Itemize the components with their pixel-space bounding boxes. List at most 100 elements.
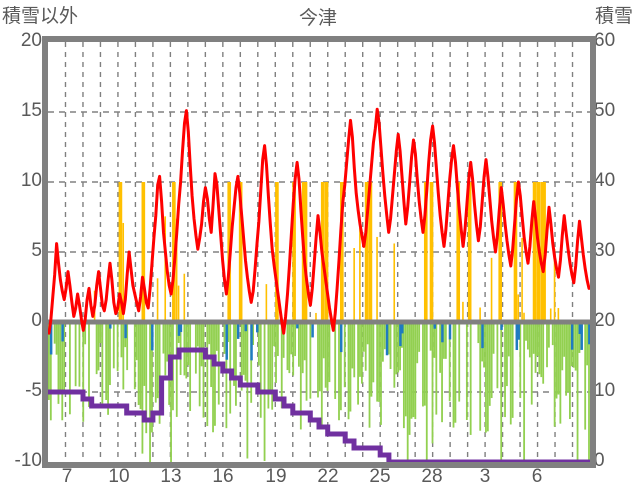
blue-bar xyxy=(448,322,452,340)
green-bar xyxy=(74,322,77,387)
green-bar xyxy=(370,322,373,397)
green-bar xyxy=(387,322,390,355)
green-bar xyxy=(389,322,392,370)
page-title: 今津 xyxy=(298,8,337,29)
green-bar xyxy=(439,322,442,373)
green-bar xyxy=(574,322,577,371)
green-bar xyxy=(378,322,380,402)
blue-bar xyxy=(250,322,253,361)
x-tick-3: 16 xyxy=(212,466,234,487)
orange-bar xyxy=(513,182,518,322)
green-bar xyxy=(196,322,199,347)
green-bar xyxy=(162,322,165,354)
green-bar xyxy=(527,322,529,350)
green-bar xyxy=(404,322,407,417)
blue-bar xyxy=(588,322,590,345)
green-bar xyxy=(202,322,205,418)
green-bar xyxy=(57,322,60,404)
green-bar xyxy=(198,322,201,407)
green-bar xyxy=(164,322,167,376)
green-bar xyxy=(286,322,289,371)
green-bar xyxy=(364,322,367,371)
green-bar xyxy=(433,322,436,358)
orange-bar xyxy=(265,284,268,322)
orange-bar xyxy=(292,182,296,322)
green-bar xyxy=(485,322,487,433)
orange-bar xyxy=(368,182,373,322)
green-bar xyxy=(576,322,579,462)
green-bar xyxy=(588,322,590,462)
green-bar xyxy=(567,322,569,393)
green-bar xyxy=(259,322,262,418)
orange-bar xyxy=(183,273,186,322)
green-bar xyxy=(555,322,558,399)
green-bar xyxy=(269,322,272,393)
green-bar xyxy=(126,322,129,371)
green-bar xyxy=(353,322,356,378)
green-bar xyxy=(412,322,415,418)
green-bar xyxy=(61,322,64,421)
orange-bar xyxy=(462,301,464,322)
green-bar xyxy=(151,322,153,433)
green-bar xyxy=(425,322,428,462)
blue-bar xyxy=(385,322,389,356)
blue-bar xyxy=(177,322,181,336)
green-bar xyxy=(88,322,90,407)
green-bar xyxy=(572,322,575,368)
green-bar xyxy=(244,322,247,381)
green-bar xyxy=(282,322,285,358)
green-bar xyxy=(414,322,417,420)
orange-bar xyxy=(324,182,329,322)
blue-bar xyxy=(151,322,154,351)
green-bar xyxy=(548,322,550,348)
blue-bar xyxy=(179,322,183,333)
x-tick-2: 13 xyxy=(160,466,182,487)
green-bar xyxy=(454,322,457,423)
green-bar xyxy=(55,322,58,355)
green-bar xyxy=(525,322,527,341)
right-axis-title: 積雪 xyxy=(594,6,633,27)
x-tick-4: 19 xyxy=(265,466,287,487)
green-bar xyxy=(416,322,419,364)
green-bar xyxy=(584,322,587,430)
y-tick-left-0: 20 xyxy=(20,30,42,51)
green-bar xyxy=(523,322,526,462)
green-bar xyxy=(328,322,331,383)
green-bar xyxy=(170,322,172,462)
green-bar xyxy=(360,322,363,384)
blue-bar xyxy=(500,322,503,330)
green-bar xyxy=(458,322,461,402)
orange-bar xyxy=(557,308,560,322)
green-bar xyxy=(490,322,493,399)
green-bar xyxy=(299,322,302,430)
green-bar xyxy=(334,322,337,399)
green-bar xyxy=(368,322,371,428)
green-bar xyxy=(343,322,346,388)
green-bar xyxy=(246,322,249,459)
y-tick-right-1: 50 xyxy=(594,100,616,121)
orange-bar xyxy=(141,182,146,322)
x-tick-1: 10 xyxy=(108,466,130,487)
green-bar xyxy=(530,322,533,405)
green-bar xyxy=(452,322,455,428)
green-bar xyxy=(99,322,102,344)
orange-bar xyxy=(175,218,178,322)
green-bar xyxy=(294,322,297,357)
y-tick-left-5: -5 xyxy=(25,380,42,401)
green-bar xyxy=(189,322,192,411)
green-bar xyxy=(402,322,405,429)
green-bar xyxy=(275,322,277,383)
green-bar xyxy=(561,322,564,371)
green-bar xyxy=(338,322,340,421)
green-bar xyxy=(406,322,409,462)
green-bar xyxy=(357,322,359,405)
orange-bar xyxy=(177,285,180,322)
green-bar xyxy=(324,322,327,388)
green-bar xyxy=(401,322,403,348)
y-tick-left-6: -10 xyxy=(14,450,42,471)
x-tick-0: 7 xyxy=(61,466,73,487)
orange-bar xyxy=(498,182,503,322)
green-bar xyxy=(233,322,235,386)
green-bar xyxy=(158,322,161,424)
